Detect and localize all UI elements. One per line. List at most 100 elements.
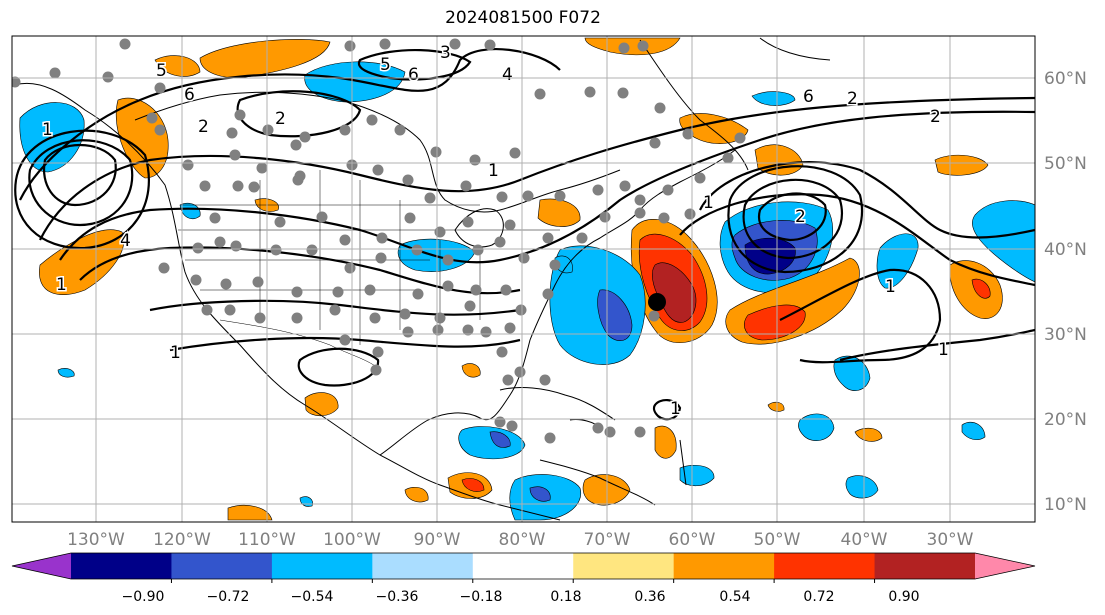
station-marker [542, 288, 554, 300]
station-marker [462, 324, 474, 336]
station-marker [214, 236, 226, 248]
station-marker [684, 208, 696, 220]
colorbar-swatch [975, 553, 1035, 579]
contour-label: 4 [120, 231, 131, 251]
station-marker [592, 184, 604, 196]
station-marker [252, 276, 264, 288]
gridlines [12, 36, 1035, 522]
colorbar [11, 552, 1036, 583]
contour-label: 1 [488, 161, 499, 181]
station-marker [339, 334, 351, 346]
longitude-axis: 130°W 120°W 110°W 100°W 90°W 80°W 70°W 6… [67, 530, 974, 550]
colorbar-tick-labels: −0.90 −0.72 −0.54 −0.36 −0.18 0.18 0.36 … [122, 589, 920, 605]
station-marker [226, 127, 238, 139]
station-marker [306, 244, 318, 256]
station-marker [270, 244, 282, 256]
station-marker [449, 38, 461, 50]
station-marker [224, 304, 236, 316]
contour-label: 6 [408, 65, 419, 85]
colorbar-tick-label: −0.90 [122, 589, 165, 605]
contour-label: 2 [847, 89, 858, 109]
map-area: 1 2 5 6 3 4 1 2 1 6 5 2 6 4 2 1 1 1 1 1 … [12, 36, 1035, 522]
station-marker [190, 274, 202, 286]
station-marker [158, 262, 170, 274]
station-marker [412, 288, 424, 300]
station-marker [154, 124, 166, 136]
lon-tick-label: 100°W [323, 530, 381, 550]
station-marker [648, 310, 660, 322]
colorbar-tick-label: 0.54 [719, 589, 750, 605]
station-marker [604, 426, 616, 438]
station-marker [654, 102, 666, 114]
station-marker [254, 312, 266, 324]
station-marker [554, 190, 566, 202]
station-marker [411, 244, 423, 256]
station-marker [290, 139, 302, 151]
contour-label: 5 [380, 55, 391, 75]
station-marker [544, 432, 556, 444]
station-marker [291, 312, 303, 324]
contour-label: 1 [885, 277, 896, 297]
station-marker [464, 300, 476, 312]
contour-label: 1 [938, 340, 949, 360]
station-marker [504, 219, 516, 231]
station-marker [509, 147, 521, 159]
station-marker [102, 71, 114, 83]
station-marker [291, 286, 303, 298]
station-marker [462, 216, 474, 228]
colorbar-swatch [372, 553, 474, 579]
station-marker [402, 174, 414, 186]
colorbar-outline [11, 552, 1036, 580]
station-marker [209, 212, 221, 224]
colorbar-tick-label: −0.54 [291, 589, 334, 605]
lat-tick-label: 10°N [1044, 495, 1087, 515]
political-borders [178, 170, 560, 371]
station-marker [634, 194, 646, 206]
lon-tick-label: 80°W [499, 530, 546, 550]
station-marker [460, 180, 472, 192]
station-marker [364, 284, 376, 296]
station-marker [399, 308, 411, 320]
contour-label: 5 [156, 61, 167, 81]
lat-tick-label: 20°N [1044, 410, 1087, 430]
lon-tick-label: 60°W [669, 530, 716, 550]
station-marker [379, 38, 391, 50]
contour-label: 6 [184, 85, 195, 105]
station-marker [339, 234, 351, 246]
station-marker [432, 324, 444, 336]
station-marker [534, 88, 546, 100]
station-marker [154, 82, 166, 94]
contour-label: 3 [440, 43, 451, 63]
lat-tick-label: 30°N [1044, 325, 1087, 345]
station-marker [404, 212, 416, 224]
station-marker [618, 42, 630, 54]
station-marker [366, 114, 378, 126]
contour-label: 1 [56, 275, 67, 295]
lat-tick-label: 60°N [1044, 69, 1087, 89]
colorbar-swatch [472, 553, 574, 579]
station-marker [584, 86, 596, 98]
contour-label: 1 [42, 120, 53, 140]
contour-label: 2 [795, 207, 806, 227]
contour-label: 2 [275, 109, 286, 129]
station-marker [494, 416, 506, 428]
station-marker [230, 240, 242, 252]
lon-tick-label: 40°W [841, 530, 888, 550]
station-marker [370, 364, 382, 376]
station-marker [220, 278, 232, 290]
station-marker [592, 422, 604, 434]
contour-label: 2 [930, 107, 941, 127]
station-marker [442, 280, 454, 292]
station-marker [470, 284, 482, 296]
station-marker [274, 216, 286, 228]
station-marker [424, 192, 436, 204]
lon-tick-label: 110°W [238, 530, 296, 550]
station-marker [369, 312, 381, 324]
station-marker [248, 181, 260, 193]
contour-labels: 1 2 5 6 3 4 1 2 1 6 5 2 6 4 2 1 1 1 1 1 … [41, 42, 951, 421]
station-marker [576, 232, 588, 244]
colorbar-tick-label: −0.36 [376, 589, 419, 605]
station-marker [502, 374, 514, 386]
station-marker [372, 346, 384, 358]
station-marker [542, 232, 554, 244]
